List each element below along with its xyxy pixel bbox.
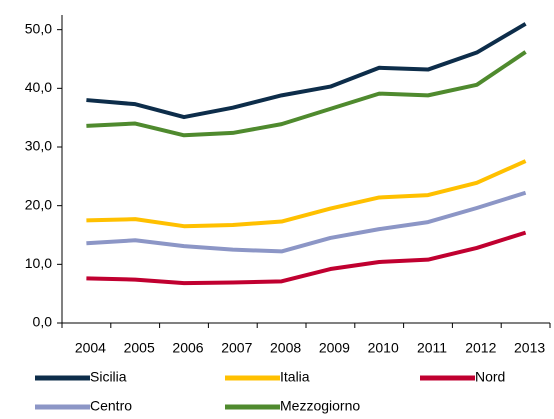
series-line bbox=[86, 22, 527, 120]
x-tick-label: 2007 bbox=[221, 340, 252, 356]
y-tick-label: 40,0 bbox=[25, 79, 52, 95]
legend-label: Italia bbox=[280, 369, 310, 385]
x-tick-label: 2004 bbox=[75, 340, 106, 356]
x-tick-label: 2011 bbox=[417, 340, 447, 356]
y-tick-label: 50,0 bbox=[25, 20, 52, 36]
y-tick-label: 0,0 bbox=[33, 314, 53, 330]
x-tick-label: 2013 bbox=[514, 340, 545, 356]
legend-label: Sicilia bbox=[90, 369, 127, 385]
y-tick-label: 20,0 bbox=[25, 196, 52, 212]
y-tick-label: 10,0 bbox=[25, 255, 52, 271]
legend-label: Mezzogiorno bbox=[280, 398, 360, 414]
x-tick-label: 2009 bbox=[319, 340, 350, 356]
x-tick-label: 2008 bbox=[270, 340, 301, 356]
x-tick-label: 2005 bbox=[124, 340, 155, 356]
x-tick-label: 2006 bbox=[172, 340, 203, 356]
series-line bbox=[86, 159, 527, 229]
legend-label: Centro bbox=[90, 398, 132, 414]
x-tick-label: 2012 bbox=[465, 340, 496, 356]
series-line bbox=[86, 50, 527, 138]
legend-label: Nord bbox=[475, 369, 505, 385]
y-tick-label: 30,0 bbox=[25, 138, 52, 154]
series-line bbox=[86, 230, 527, 286]
x-tick-label: 2010 bbox=[368, 340, 399, 356]
series-line bbox=[86, 190, 527, 254]
